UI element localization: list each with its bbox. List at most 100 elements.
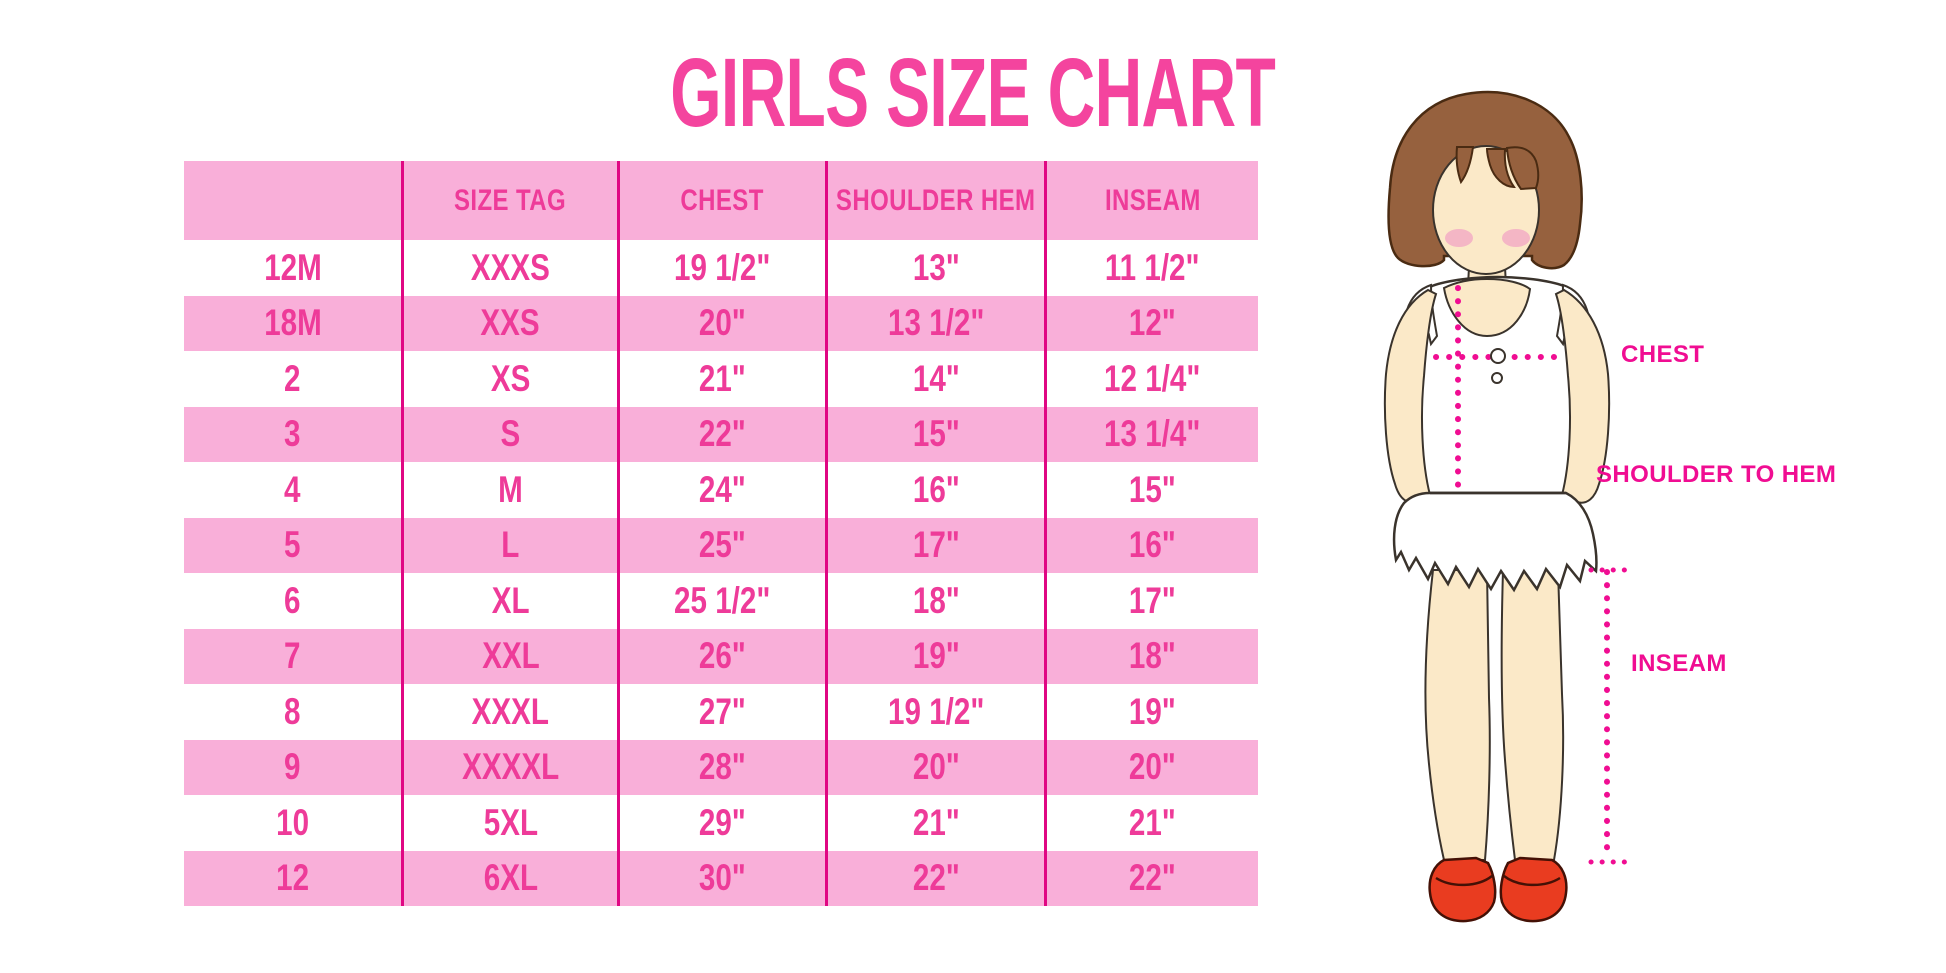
table-cell: 18" xyxy=(825,573,1044,629)
table-cell-text: 20" xyxy=(1129,746,1176,788)
table-cell-text: 19 1/2" xyxy=(674,246,771,288)
table-cell-text: S xyxy=(500,413,521,455)
table-cell: 11 1/2" xyxy=(1044,240,1258,296)
table-cell: 8 xyxy=(184,684,401,740)
table-row: 10 5XL 29" 21" 21" xyxy=(184,795,1258,851)
table-cell: 19" xyxy=(825,628,1044,684)
table-cell-text: 4 xyxy=(284,468,301,510)
shoulder-to-hem-label: SHOULDER TO HEM xyxy=(1596,461,1837,488)
table-cell: L xyxy=(401,517,617,573)
table-cell: 12M xyxy=(184,240,401,296)
table-cell: 20" xyxy=(1044,739,1258,795)
table-cell-text: XS xyxy=(490,357,531,399)
table-cell-text: 30" xyxy=(699,857,746,899)
table-cell: 21" xyxy=(1044,795,1258,851)
table-cell-text: 12 xyxy=(276,857,309,899)
table-cell: M xyxy=(401,462,617,518)
table-cell-text: 19 1/2" xyxy=(887,690,985,732)
table-cell: 22" xyxy=(825,850,1044,906)
table-cell-text: 5 xyxy=(284,524,301,566)
table-cell: 3 xyxy=(184,407,401,463)
table-cell: 5XL xyxy=(401,795,617,851)
table-cell: 4 xyxy=(184,462,401,518)
table-cell-text: 12" xyxy=(1129,302,1176,344)
table-cell: XXXS xyxy=(401,240,617,296)
shoe-right-strap xyxy=(1503,874,1561,887)
dress-button-bottom xyxy=(1491,372,1503,384)
table-cell-text: XXXL xyxy=(471,690,550,732)
table-cell: 24" xyxy=(617,462,825,518)
table-row: 3 S 22" 15" 13 1/4" xyxy=(184,406,1258,463)
table-cell-text: 17" xyxy=(912,524,960,566)
blush-right xyxy=(1502,229,1530,247)
table-cell: 25" xyxy=(617,517,825,573)
table-cell: 12 1/4" xyxy=(1044,351,1258,407)
table-cell: 22" xyxy=(617,406,825,462)
girl-illustration xyxy=(1280,60,1900,950)
table-cell-text: 2 xyxy=(284,357,301,399)
table-row: 2 XS 21" 14" 12 1/4" xyxy=(184,351,1258,407)
size-table: SIZE TAG CHEST SHOULDER HEM INSEAM 12M XX… xyxy=(184,161,1258,906)
table-cell-text: 17" xyxy=(1129,579,1176,621)
table-cell: 13 1/2" xyxy=(825,295,1044,351)
hair-strand-left xyxy=(1455,146,1475,185)
table-cell: 18M xyxy=(184,296,401,352)
table-cell-text: 18" xyxy=(1129,635,1176,677)
table-cell-text: 19" xyxy=(912,635,960,677)
table-cell: 12 xyxy=(184,851,401,907)
neckline-scoop xyxy=(1442,277,1532,338)
page-title-text: GIRLS SIZE CHART xyxy=(670,38,1276,147)
table-cell-text: 8 xyxy=(284,690,301,732)
girl-illustration-svg xyxy=(1383,90,1628,923)
table-cell: 6 xyxy=(184,573,401,629)
table-cell-text: 20" xyxy=(912,746,960,788)
table-row: 7 XXL 26" 19" 18" xyxy=(184,628,1258,684)
shoe-left-strap xyxy=(1435,874,1493,887)
table-cell: 29" xyxy=(617,795,825,851)
table-row: 4 M 24" 16" 15" xyxy=(184,462,1258,518)
table-cell: 19 1/2" xyxy=(617,240,825,296)
table-cell-text: 16" xyxy=(1129,524,1176,566)
table-cell: S xyxy=(401,406,617,462)
table-cell-text: 18M xyxy=(263,302,322,344)
size-table-body: 12M XXXS 19 1/2" 13" 11 1/2" 18M XXS 20" 13 1/2"… xyxy=(184,240,1258,906)
table-cell-text: 26" xyxy=(699,635,746,677)
table-cell: 13" xyxy=(825,240,1044,296)
table-cell-text: 24" xyxy=(699,468,746,510)
table-cell-text: 6 xyxy=(284,579,301,621)
table-cell-text: 18" xyxy=(912,579,960,621)
table-cell: 16" xyxy=(1044,517,1258,573)
table-cell-text: 22" xyxy=(1129,857,1176,899)
table-header-cell: SIZE TAG xyxy=(401,161,617,240)
table-row: 12 6XL 30" 22" 22" xyxy=(184,850,1258,907)
table-cell-text: 13 1/4" xyxy=(1104,413,1201,455)
table-cell-text: 22" xyxy=(912,857,960,899)
table-cell: XXXXL xyxy=(401,739,617,795)
arm-right xyxy=(1554,288,1611,504)
table-cell: 20" xyxy=(825,739,1044,795)
table-cell: 10 xyxy=(184,795,401,851)
table-cell-text: M xyxy=(498,468,523,510)
table-row: 6 XL 25 1/2" 18" 17" xyxy=(184,573,1258,629)
table-cell-text: 11 1/2" xyxy=(1105,246,1200,288)
hair-strand-right xyxy=(1485,148,1516,189)
table-cell-text: 10 xyxy=(276,801,309,843)
table-cell-text: 27" xyxy=(699,690,746,732)
table-row: 12M XXXS 19 1/2" 13" 11 1/2" xyxy=(184,240,1258,296)
table-cell: 2 xyxy=(184,351,401,407)
table-cell: 17" xyxy=(1044,573,1258,629)
table-cell-text: 15" xyxy=(1129,468,1176,510)
table-cell: 17" xyxy=(825,517,1044,573)
table-cell-text: 15" xyxy=(912,413,960,455)
table-cell: 19 1/2" xyxy=(825,684,1044,740)
table-cell-text: XXS xyxy=(480,302,541,344)
table-row: 5 L 25" 17" 16" xyxy=(184,517,1258,573)
table-cell-text: 20" xyxy=(699,302,746,344)
table-header-cell: CHEST xyxy=(617,161,825,240)
table-cell: 15" xyxy=(825,406,1044,462)
table-cell: 16" xyxy=(825,462,1044,518)
leg-right xyxy=(1500,569,1565,861)
table-cell-text: 16" xyxy=(912,468,960,510)
table-cell: 12" xyxy=(1044,295,1258,351)
table-header-cell xyxy=(184,161,401,240)
